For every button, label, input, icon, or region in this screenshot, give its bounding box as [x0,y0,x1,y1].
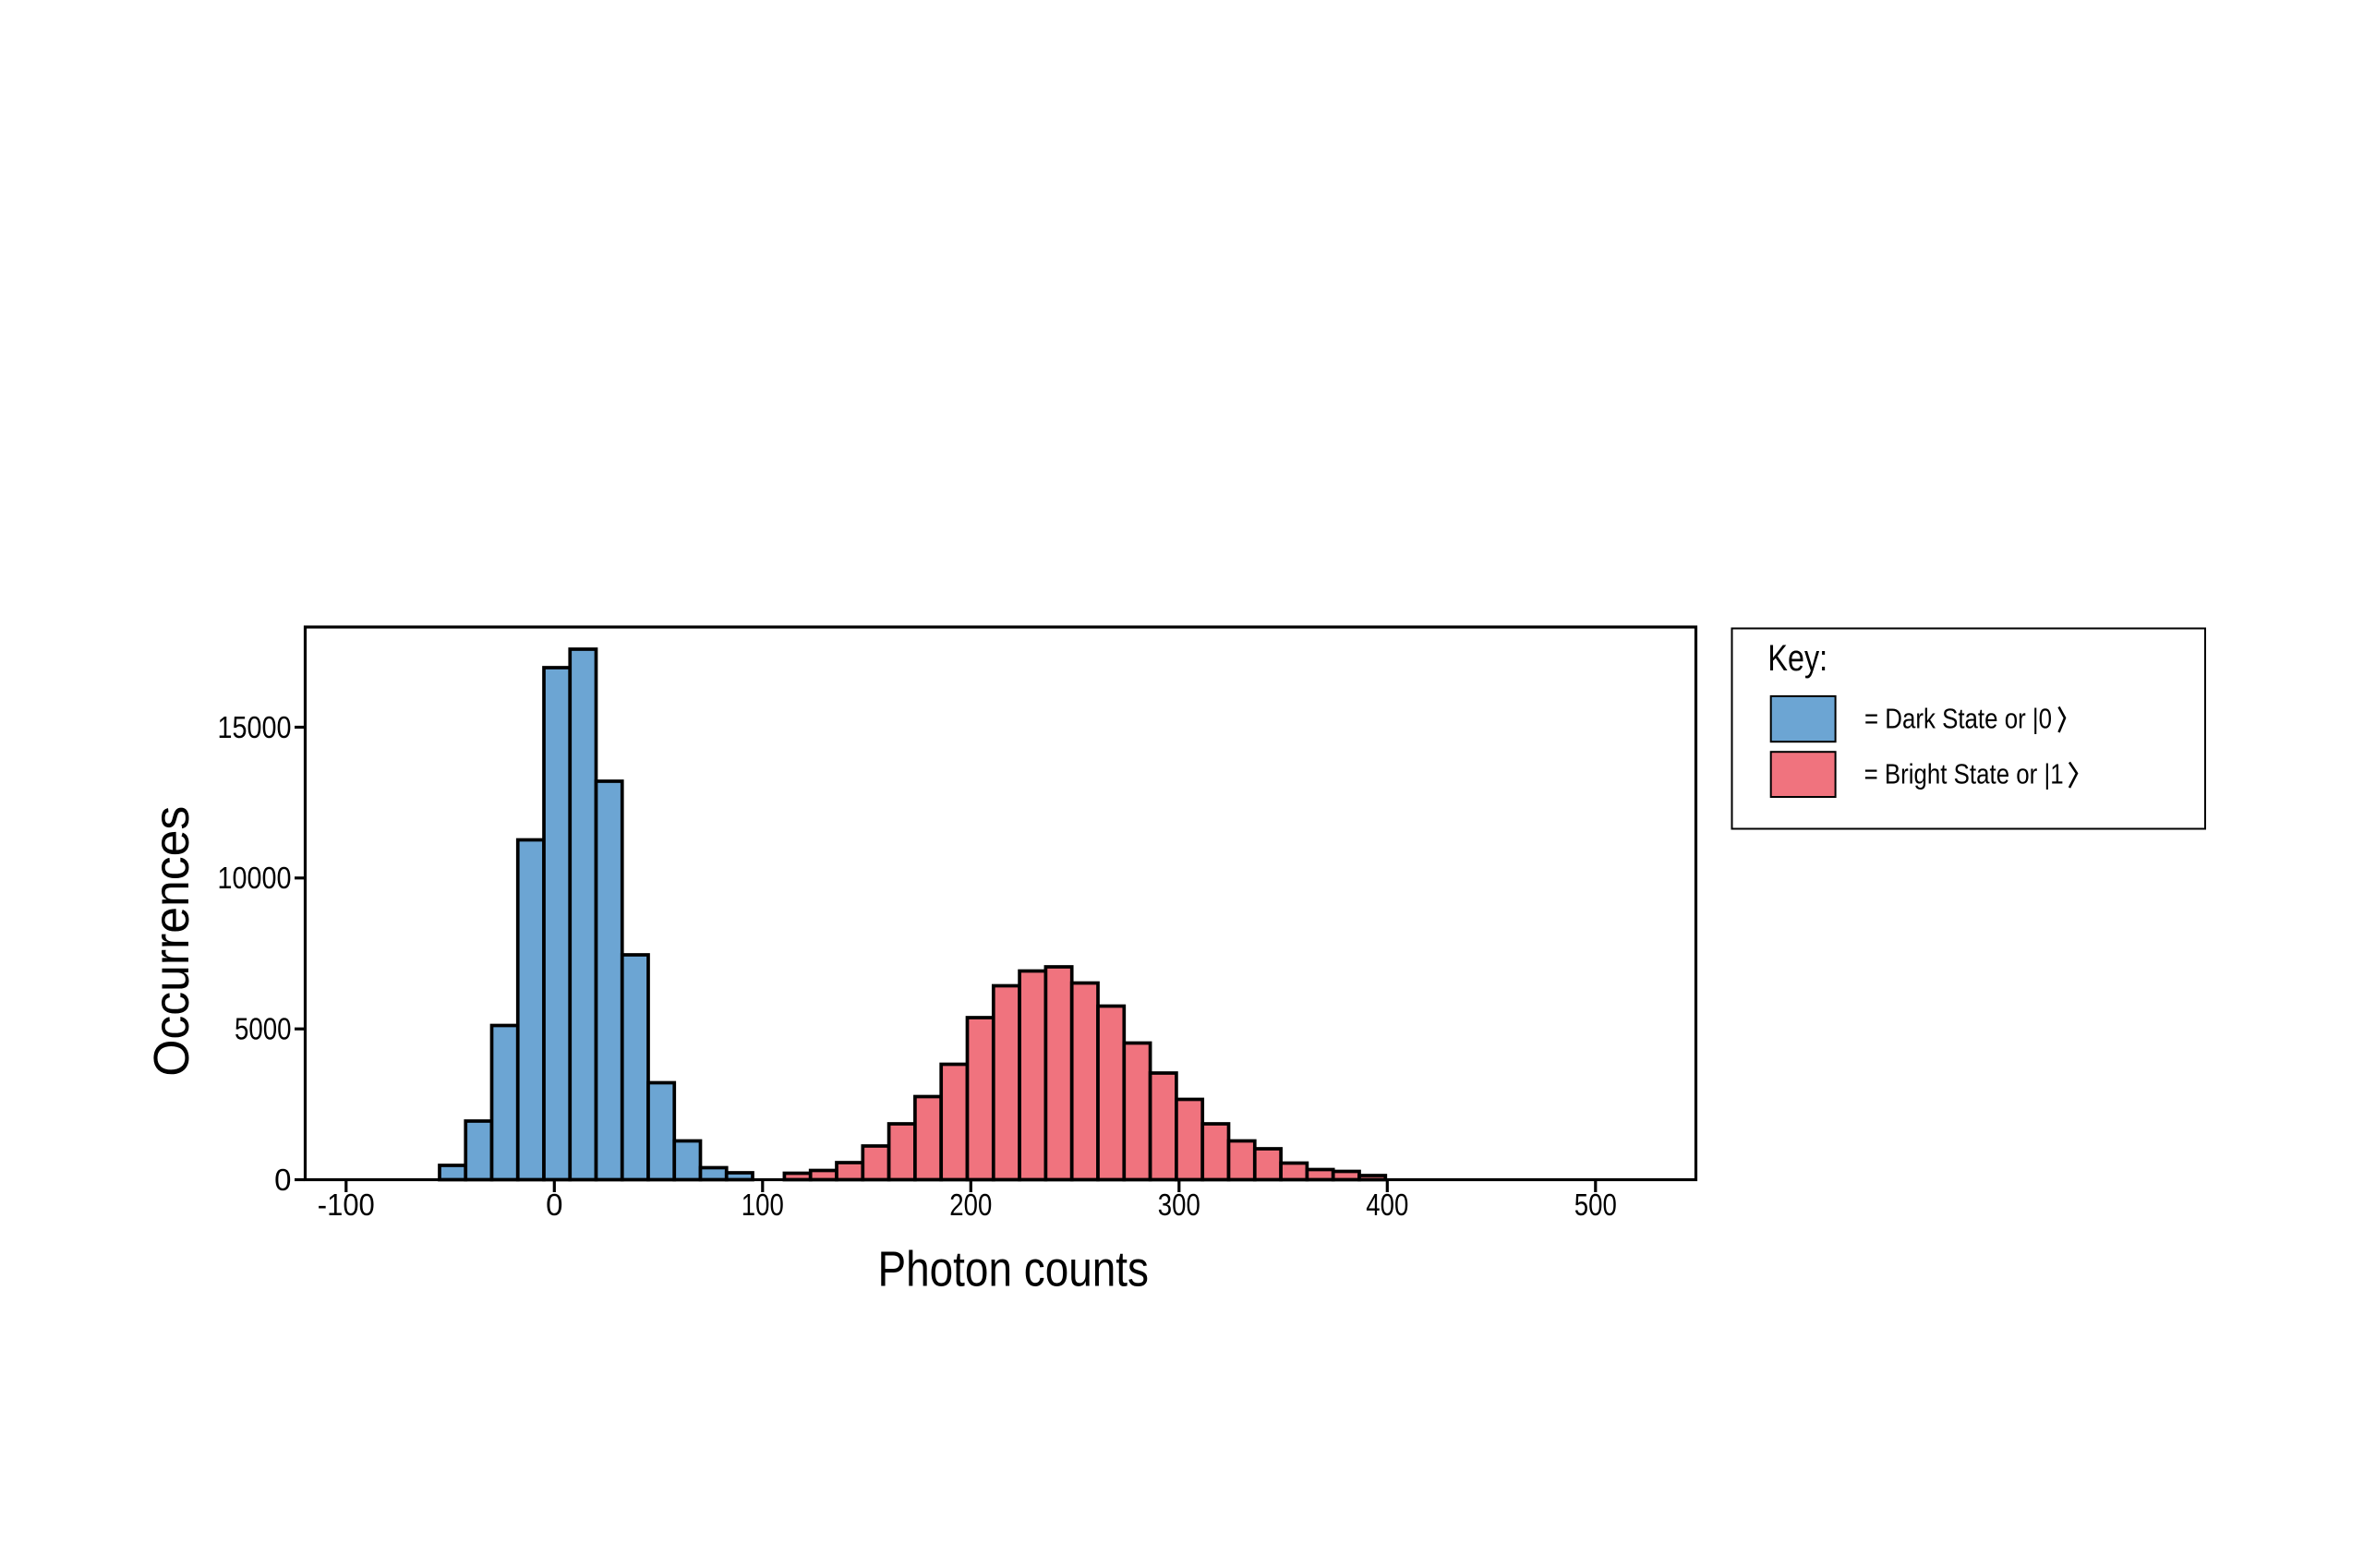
svg-text:10000: 10000 [218,861,292,895]
svg-text:Key:: Key: [1767,638,1827,679]
svg-text:= Dark State or |0: = Dark State or |0 [1864,703,2052,735]
svg-text:Occurrences: Occurrences [144,806,199,1077]
svg-text:300: 300 [1158,1188,1200,1222]
svg-text:0: 0 [546,1188,562,1222]
svg-text:= Bright State or |1: = Bright State or |1 [1864,758,2064,790]
svg-text:5000: 5000 [235,1012,292,1046]
svg-text:200: 200 [949,1188,992,1222]
svg-text:15000: 15000 [218,710,292,744]
svg-text:400: 400 [1366,1188,1408,1222]
svg-text:500: 500 [1574,1188,1617,1222]
svg-text:100: 100 [742,1188,784,1222]
svg-text:0: 0 [274,1163,291,1197]
svg-text:-100: -100 [318,1188,375,1222]
svg-text:Photon counts: Photon counts [878,1241,1150,1297]
